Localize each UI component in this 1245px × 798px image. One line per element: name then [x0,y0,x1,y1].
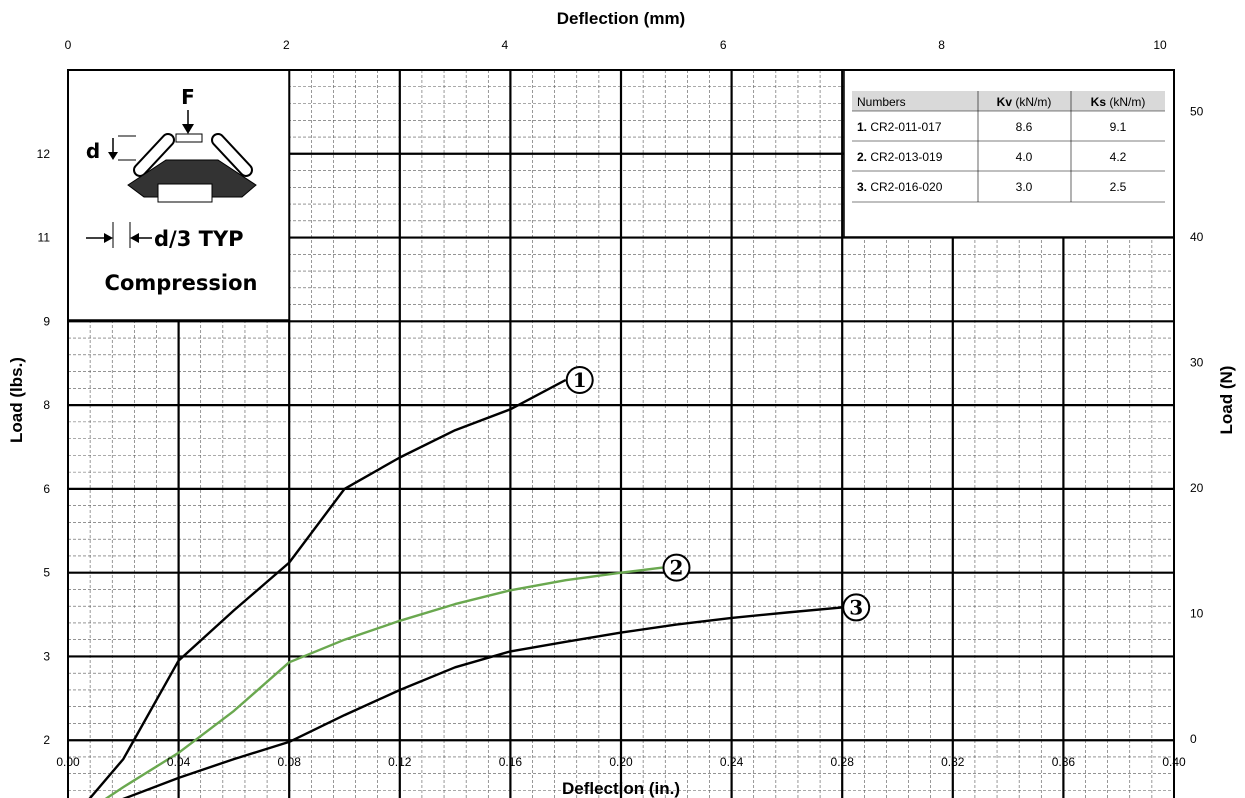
y-tick-label: 11 [38,231,51,245]
typ-arrowhead-left-icon [104,233,113,243]
x-tick-label: 0.08 [278,755,302,769]
table-row-3-ks: 2.5 [1110,180,1127,194]
top-tick-label: 6 [720,38,727,52]
y-tick-label: 2 [43,733,50,747]
y-right-tick-label: 50 [1190,105,1204,119]
x-tick-label: 0.12 [388,755,412,769]
y-tick-label: 12 [37,147,51,161]
table-row-2-ks: 4.2 [1110,150,1127,164]
y-tick-label: 3 [43,649,50,663]
top-tick-label: 4 [501,38,508,52]
y-right-tick-label: 30 [1190,356,1204,370]
curve-label-3: 3 [849,595,863,619]
table-header-numbers: Numbers [857,95,906,109]
curve-label-circle-3 [842,593,871,622]
curve-label-circle-1 [565,365,594,394]
series-line-1 [88,378,567,798]
stiffness-table: Numbers Kv (kN/m) Ks (kN/m) 1. CR2-011-0… [843,69,1175,238]
x-axis-title-bottom: Deflection (in.) [562,779,680,798]
y-axis-title-left: Load (lbs.) [7,357,26,443]
x-tick-label: 0.20 [609,755,633,769]
force-arrowhead-icon [182,124,194,134]
bottom-ticks: 0.00 0.04 0.08 0.12 0.16 0.20 0.24 0.28 0.32 0.36… [56,755,1186,769]
inset-caption: Compression [105,271,258,295]
base-plate [157,183,213,203]
dim-label: d [86,139,100,163]
curve-label-2: 2 [670,556,684,580]
table-row-3-name: 3. CR2-016-020 [857,180,943,194]
table-header-kv: Kv (kN/m) [997,95,1052,109]
table-row-3-kv: 3.0 [1016,180,1033,194]
right-ticks: 0 10 20 30 40 50 [1190,105,1204,747]
y-right-tick-label: 40 [1190,230,1204,244]
table-row-1-kv: 8.6 [1016,120,1033,134]
top-tick-label: 2 [283,38,290,52]
top-tick-label: 8 [938,38,945,52]
table-row-1-name: 1. CR2-011-017 [857,120,942,134]
y-axis-title-right: Load (N) [1217,366,1236,435]
table-header-ks: Ks (kN/m) [1091,95,1146,109]
table-row-1-ks: 9.1 [1110,120,1127,134]
curve-labels: 1 2 3 [565,365,871,622]
x-axis-title-top: Deflection (mm) [557,9,685,28]
x-tick-label: 0.40 [1162,755,1186,769]
y-tick-label: 5 [43,566,50,580]
top-tick-label: 0 [65,38,72,52]
curve-label-circle-2 [662,553,691,582]
plot-frame [67,69,1175,798]
table-row-2-name: 2. CR2-013-019 [857,150,943,164]
typ-note: d/3 TYP [154,227,244,251]
table-row-2-kv: 4.0 [1016,150,1033,164]
x-tick-label: 0.04 [167,755,191,769]
y-right-tick-label: 0 [1190,732,1197,746]
y-right-tick-label: 20 [1190,481,1204,495]
top-tick-label: 10 [1153,38,1167,52]
y-tick-label: 9 [43,314,50,328]
clip-arms-fill [135,135,251,175]
typ-arrowhead-right-icon [130,233,139,243]
y-right-tick-label: 10 [1190,607,1204,621]
x-tick-label: 0.32 [941,755,965,769]
series-line-2 [104,566,663,798]
x-tick-label: 0.28 [831,755,855,769]
table-header-bg [852,91,1165,111]
top-plate [175,133,203,143]
x-tick-label: 0.00 [56,755,80,769]
series-layer [88,378,843,798]
compression-inset: F d d/3 TYP Compression [67,69,290,321]
x-tick-label: 0.24 [720,755,744,769]
dim-arrowhead-icon [108,152,118,160]
x-tick-label: 0.16 [499,755,523,769]
force-label: F [181,85,195,109]
series-line-3 [122,606,843,798]
y-tick-label: 6 [43,482,50,496]
curve-label-1: 1 [573,368,587,392]
x-tick-label: 0.36 [1052,755,1076,769]
y-tick-label: 8 [43,398,50,412]
top-ticks: 0 2 4 6 8 10 [65,38,1167,52]
